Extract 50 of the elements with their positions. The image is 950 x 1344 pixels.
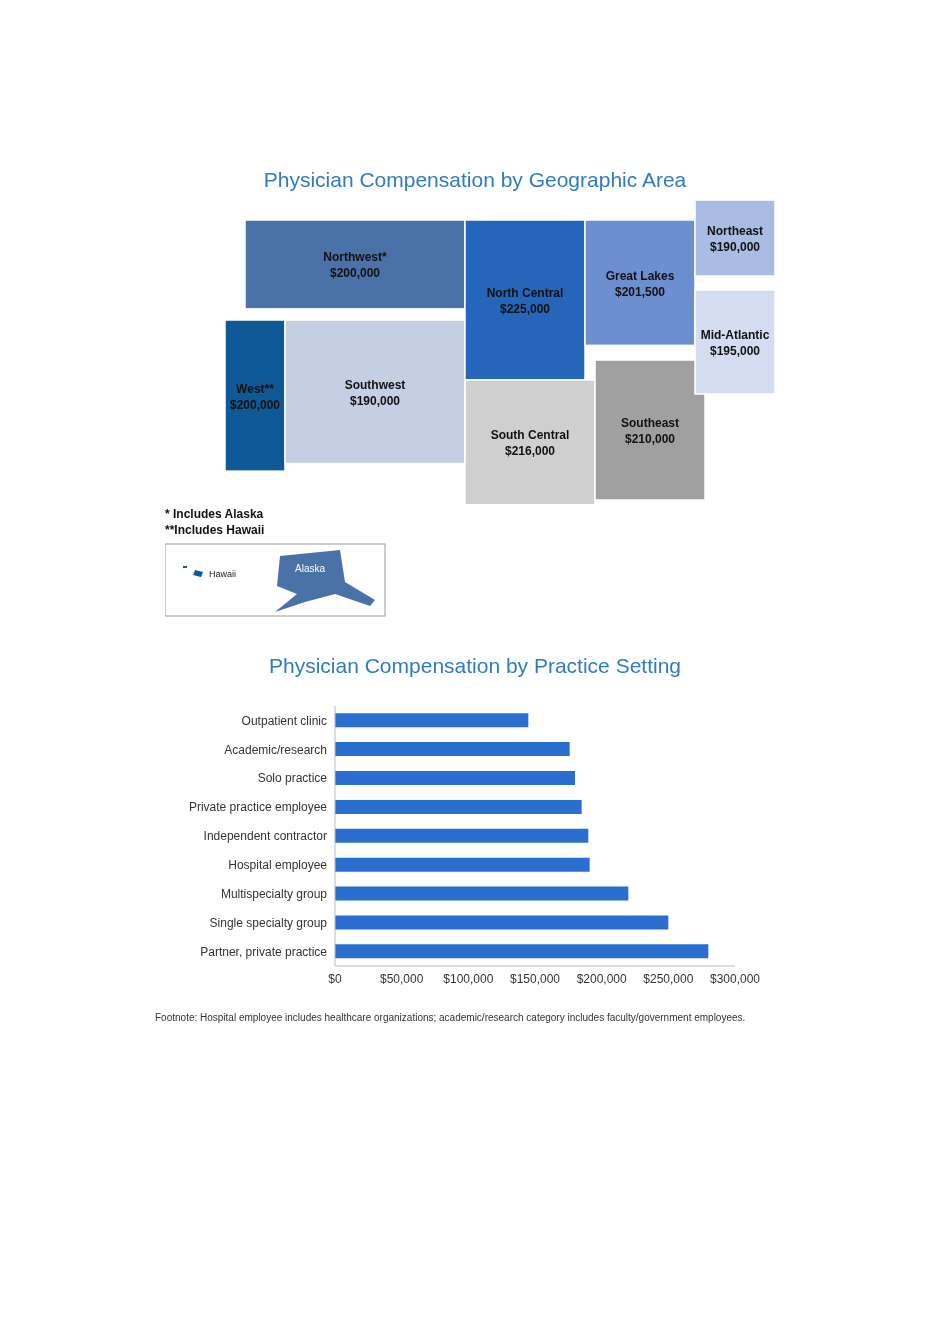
data-label: $216,000 <box>504 444 556 459</box>
text: Footnote: Hospital employee includes healthcare organizations; academic/research category includes faculty/government employees. <box>155 1012 747 1023</box>
y-tick-label: Partner, private practice <box>200 944 328 959</box>
x-tick-label: $300,000 <box>709 971 761 986</box>
category-label: Northwest* <box>323 250 387 265</box>
category-label: Southwest <box>344 377 406 392</box>
text: * Includes Alaska <box>165 507 264 521</box>
bar <box>335 771 575 785</box>
y-tick-label: Private practice employee <box>188 800 328 815</box>
text: Alaska <box>295 563 326 574</box>
y-tick-label: Independent contractor <box>203 829 327 844</box>
bar <box>335 886 629 901</box>
x-tick-label: $200,000 <box>576 971 628 986</box>
category-label: Great Lakes <box>605 268 675 283</box>
bar <box>335 915 669 930</box>
category-label: North Central <box>486 286 564 300</box>
bar <box>335 944 709 959</box>
data-label: $190,000 <box>709 240 761 254</box>
data-label: $195,000 <box>709 344 761 358</box>
y-tick-label: Solo practice <box>257 771 328 786</box>
text: Physician Compensation by Geographic Area <box>262 168 688 192</box>
text: **Includes Hawaii <box>165 523 265 537</box>
y-tick-label: Academic/research <box>224 742 327 757</box>
y-tick-label: Hospital employee <box>228 858 328 873</box>
bar <box>335 828 589 843</box>
data-label: $190,000 <box>349 393 401 408</box>
bar <box>335 742 570 757</box>
y-tick-label: Outpatient clinic <box>241 713 327 728</box>
y-tick-label: Single specialty group <box>209 915 328 930</box>
bar <box>335 713 529 728</box>
x-tick-label: $250,000 <box>643 971 694 986</box>
category-label: Northeast <box>706 224 764 238</box>
category-label: South Central <box>490 428 570 443</box>
chart-title: Physician Compensation by Practice Setting <box>267 654 682 678</box>
data-label: $200,000 <box>329 266 381 281</box>
x-tick-label: $150,000 <box>509 971 561 986</box>
category-label: Mid-Atlantic <box>700 328 770 342</box>
data-label: $210,000 <box>624 432 676 446</box>
x-tick-label: $100,000 <box>443 971 494 986</box>
category-label: West** <box>236 381 275 396</box>
data-label: $225,000 <box>499 302 551 316</box>
x-tick-label: $0 <box>328 971 342 986</box>
bar <box>335 857 590 872</box>
data-label: $201,500 <box>614 284 666 299</box>
bar <box>335 799 582 814</box>
data-label: $200,000 <box>229 397 281 412</box>
category-label: Southeast <box>620 416 680 430</box>
y-tick-label: Multispecialty group <box>220 887 328 902</box>
x-tick-label: $50,000 <box>379 971 424 986</box>
text: Hawaii <box>209 569 237 579</box>
